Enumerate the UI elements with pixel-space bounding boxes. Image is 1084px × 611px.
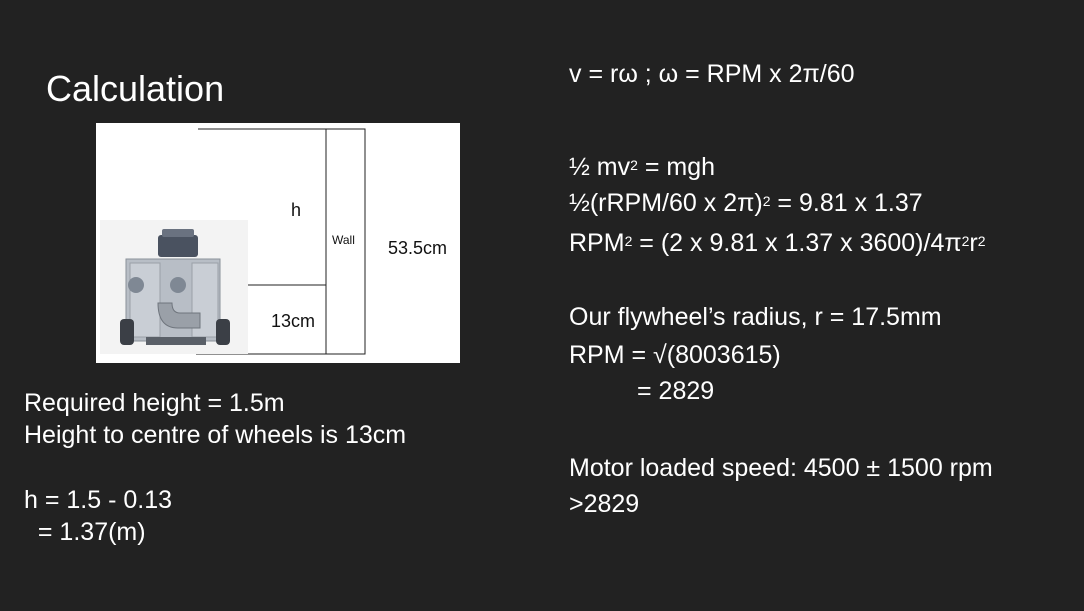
flywheel-radius-text: Our flywheel’s radius, r = 17.5mm [569,303,942,331]
wheel-centre-text: Height to centre of wheels is 13cm [24,421,407,449]
energy-equation: ½ mv2 = mgh [569,153,716,181]
h-equation: h = 1.5 - 0.13 [24,486,173,514]
wall-label: Wall [332,233,355,247]
required-height-text: Required height = 1.5m [24,389,285,417]
robot-image [100,220,248,354]
motor-speed-text: Motor loaded speed: 4500 ± 1500 rpm [569,454,993,482]
wheel-height-label: 13cm [271,311,316,331]
h-label: h [291,200,302,220]
rpm-root-equation: RPM = √(8003615) [569,341,781,369]
h-result: = 1.37(m) [24,518,146,546]
rpm-squared-equation: RPM2 = (2 x 9.81 x 1.37 x 3600)/4π2r2 [569,229,986,257]
wall-height-label: 53.5cm [388,238,448,258]
velocity-formula: v = rω ; ω = RPM x 2π/60 [569,60,855,88]
comparison-text: >2829 [569,490,640,518]
diagram: h Wall 53.5cm 13cm [96,123,460,363]
rpm-result: = 2829 [637,377,715,405]
diagram-svg [100,128,366,355]
slide-title: Calculation [46,68,225,109]
substitution-equation: ½(rRPM/60 x 2π)2 = 9.81 x 1.37 [569,189,923,217]
